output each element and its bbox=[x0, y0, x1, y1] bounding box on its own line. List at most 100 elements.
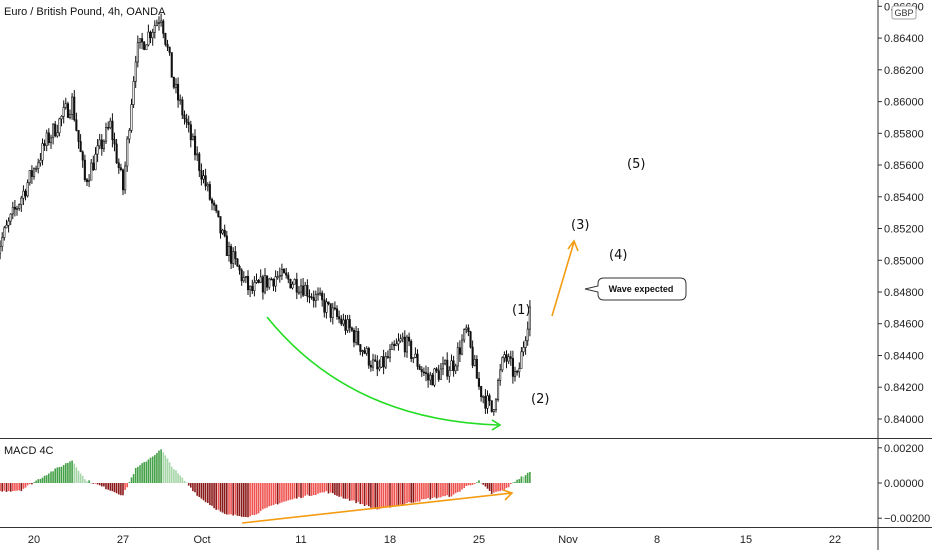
macd-bar bbox=[308, 483, 311, 496]
macd-bar bbox=[204, 483, 207, 503]
macd-bar bbox=[372, 483, 374, 508]
macd-bar bbox=[128, 482, 131, 483]
macd-bar bbox=[312, 483, 315, 495]
candle bbox=[263, 268, 267, 295]
macd-bar bbox=[437, 483, 440, 498]
macd-bar bbox=[194, 483, 196, 493]
candle bbox=[35, 165, 38, 173]
macd-bar bbox=[96, 483, 99, 485]
macd-bar bbox=[122, 483, 124, 496]
candle bbox=[49, 134, 53, 149]
candle bbox=[145, 44, 148, 50]
macd-bar bbox=[279, 483, 281, 504]
candle bbox=[20, 195, 23, 212]
candle bbox=[0, 240, 2, 260]
candle bbox=[122, 168, 125, 196]
candle bbox=[94, 147, 97, 171]
candle bbox=[354, 326, 358, 346]
macd-bar bbox=[257, 483, 260, 514]
macd-bar bbox=[401, 483, 404, 505]
macd-bar bbox=[236, 483, 239, 516]
macd-bar bbox=[223, 483, 226, 514]
candle bbox=[9, 213, 12, 226]
candle bbox=[467, 324, 470, 337]
macd-bar bbox=[395, 483, 398, 506]
candle bbox=[191, 133, 194, 141]
candle bbox=[244, 275, 247, 284]
candle bbox=[37, 158, 40, 174]
macd-bar bbox=[196, 483, 198, 496]
macd-bar bbox=[200, 483, 203, 499]
macd-bar bbox=[274, 483, 277, 504]
candle bbox=[81, 150, 84, 168]
macd-bar bbox=[336, 483, 338, 496]
macd-bar bbox=[22, 483, 25, 489]
macd-bar bbox=[363, 483, 366, 506]
candle bbox=[454, 363, 457, 374]
candle bbox=[528, 300, 531, 337]
time-scale[interactable]: 20 27 Oct 11 18 25 Nov 8 15 22 bbox=[28, 534, 841, 546]
macd-bar bbox=[526, 472, 529, 483]
time-tick-label: Nov bbox=[558, 534, 578, 546]
macd-bar bbox=[228, 483, 230, 515]
macd-bar bbox=[406, 483, 408, 503]
macd-bar bbox=[94, 483, 97, 484]
macd-bar bbox=[416, 483, 419, 502]
macd-bar bbox=[60, 466, 63, 483]
macd-bar bbox=[130, 477, 133, 483]
candle bbox=[270, 277, 273, 281]
candle bbox=[473, 355, 476, 367]
wave-label-4: (4) bbox=[609, 248, 627, 263]
candle bbox=[105, 122, 108, 144]
candle bbox=[450, 354, 453, 371]
candle bbox=[136, 35, 139, 68]
price-scale[interactable]: 0.866000.864000.862000.860000.858000.856… bbox=[878, 1, 924, 426]
candle bbox=[363, 346, 366, 355]
currency-badge: GBP bbox=[894, 8, 913, 18]
candle bbox=[350, 326, 353, 332]
candle bbox=[7, 217, 10, 233]
candle bbox=[342, 313, 345, 327]
currency-badge-box[interactable] bbox=[891, 5, 917, 20]
macd-bar bbox=[493, 483, 495, 493]
candle bbox=[85, 178, 88, 186]
macd-bar bbox=[355, 483, 357, 504]
macd-bar bbox=[217, 483, 220, 510]
macd-scale[interactable]: 0.00200 0.00000 −0.00200 bbox=[878, 443, 930, 525]
macd-bar bbox=[524, 475, 527, 483]
candle bbox=[259, 269, 262, 283]
candle bbox=[223, 224, 226, 238]
candle bbox=[410, 339, 413, 363]
macd-bar bbox=[75, 467, 78, 483]
candle bbox=[460, 334, 464, 356]
macd-bar bbox=[262, 483, 264, 510]
macd-bar bbox=[33, 482, 35, 483]
macd-bar bbox=[448, 483, 451, 497]
candle bbox=[348, 314, 351, 333]
macd-bar bbox=[1, 483, 3, 492]
candle bbox=[289, 278, 292, 289]
price-tick-label: 0.85000 bbox=[884, 255, 924, 267]
time-tick-label: 8 bbox=[654, 534, 660, 546]
macd-bar bbox=[12, 483, 14, 491]
candle bbox=[285, 267, 288, 279]
candle bbox=[168, 46, 171, 56]
macd-layer bbox=[0, 449, 531, 518]
candle bbox=[62, 100, 65, 124]
macd-bar bbox=[442, 483, 444, 497]
candle bbox=[475, 355, 478, 379]
macd-bar bbox=[249, 483, 251, 517]
candle bbox=[18, 203, 21, 211]
macd-bar bbox=[306, 483, 309, 495]
candle bbox=[490, 400, 493, 413]
price-tick-label: 0.85400 bbox=[884, 192, 924, 204]
callout-bubble[interactable] bbox=[584, 277, 687, 301]
candle bbox=[5, 219, 8, 229]
candle bbox=[357, 328, 360, 346]
candle bbox=[427, 367, 430, 388]
candle bbox=[526, 321, 529, 346]
macd-bar bbox=[346, 483, 349, 499]
macd-bar bbox=[351, 483, 353, 501]
macd-bar bbox=[334, 483, 336, 495]
